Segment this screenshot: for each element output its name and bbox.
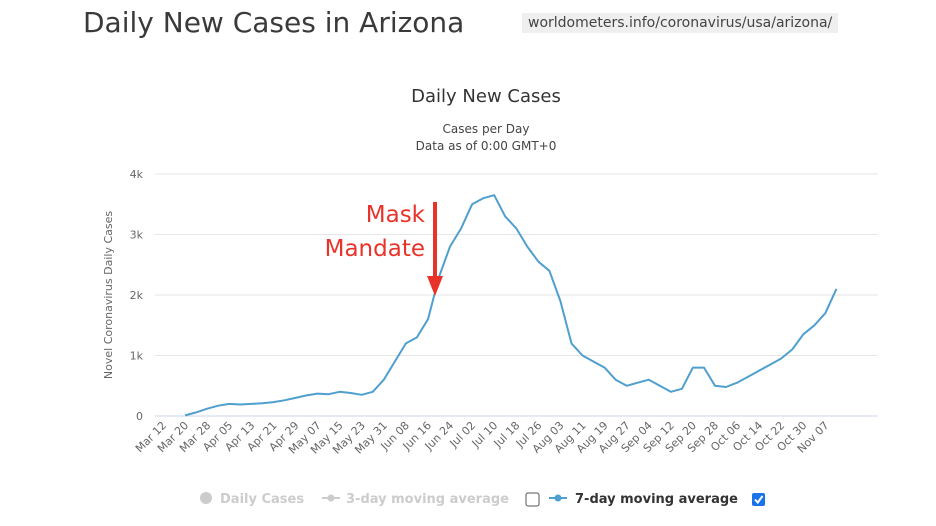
y-axis-label: Novel Coronavirus Daily Cases: [102, 211, 115, 379]
legend-item-daily-cases[interactable]: Daily Cases: [200, 492, 304, 507]
y-tick-label: 0: [136, 410, 143, 423]
annotation-line2: Mandate: [325, 236, 425, 262]
annotation-line1: Mask: [366, 202, 426, 228]
source-url[interactable]: worldometers.info/coronavirus/usa/arizon…: [522, 13, 839, 33]
legend-item-3-day[interactable]: 3-day moving average: [322, 492, 509, 507]
y-tick-label: 1k: [130, 350, 144, 363]
page-title: Daily New Cases in Arizona: [83, 6, 465, 39]
legend-label-7-day: 7-day moving average: [575, 492, 738, 507]
legend-item-7-day[interactable]: 7-day moving average: [549, 492, 738, 507]
checkbox-3-day[interactable]: [525, 492, 540, 507]
series-line-7-day[interactable]: [184, 194, 838, 417]
chart-title: Daily New Cases: [411, 86, 561, 107]
chart-subtitle-line2: Data as of 0:00 GMT+0: [416, 139, 557, 153]
checkmark-icon: [754, 495, 764, 505]
legend: Daily Cases 3-day moving average 7-day m…: [200, 492, 765, 507]
y-tick-label: 2k: [130, 289, 144, 302]
grid: [155, 173, 878, 356]
chart-subtitle-line1: Cases per Day: [443, 122, 530, 136]
checkbox-7-day[interactable]: [752, 493, 765, 506]
legend-label-3-day: 3-day moving average: [346, 492, 509, 507]
legend-label-daily-cases: Daily Cases: [220, 492, 304, 507]
y-axis: 0 1k 2k 3k 4k: [130, 168, 144, 423]
y-tick-label: 3k: [130, 229, 144, 242]
y-tick-label: 4k: [130, 168, 144, 181]
annotation-arrow: [427, 202, 443, 296]
